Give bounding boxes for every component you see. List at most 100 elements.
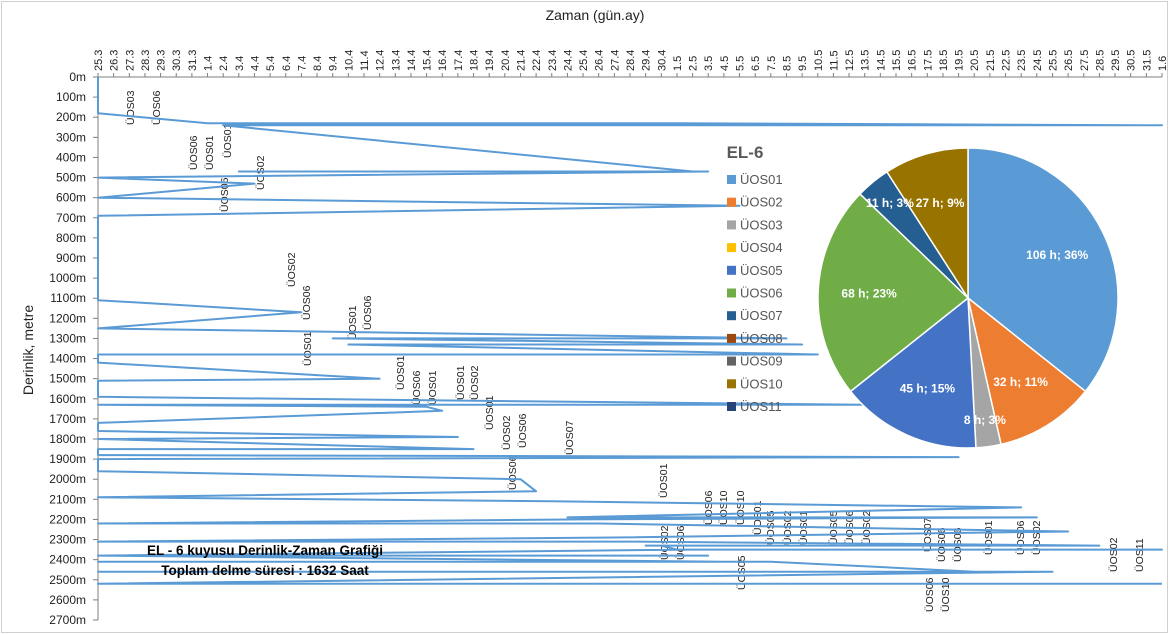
legend-label: ÜOS05 (740, 263, 783, 278)
legend-swatch (727, 220, 736, 230)
y-tick-label: 1500m (49, 372, 86, 386)
x-tick-label: 25.3 (93, 50, 105, 71)
stage-annotation: ÜOS02 (1108, 537, 1120, 572)
stage-annotation: ÜOS03 (125, 90, 137, 125)
y-tick-label: 1900m (49, 452, 86, 466)
x-tick-label: 7.5 (766, 56, 778, 71)
pie-data-label: 106 h; 36% (1026, 248, 1088, 262)
x-tick-label: 4.4 (249, 56, 261, 71)
legend-label: ÜOS08 (740, 331, 783, 346)
y-tick-label: 2200m (49, 512, 86, 526)
legend-swatch (727, 379, 736, 389)
depth-line (97, 77, 1163, 585)
legend-label: ÜOS11 (740, 399, 782, 414)
y-tick-label: 1300m (49, 331, 86, 345)
x-tick-label: 17.5 (922, 50, 934, 71)
y-tick-label: 1400m (49, 352, 86, 366)
x-tick-label: 24.4 (562, 50, 574, 71)
x-tick-label: 26.4 (594, 50, 606, 71)
legend-label: ÜOS04 (740, 240, 783, 255)
y-tick-label: 2600m (49, 593, 86, 607)
x-tick-label: 3.5 (703, 56, 715, 71)
y-tick-label: 2500m (49, 573, 86, 587)
pie-slice (849, 296, 977, 449)
x-tick-label: 31.5 (1141, 50, 1153, 71)
pie-data-label: 45 h; 15% (900, 381, 956, 395)
stage-annotation: ÜOS02 (255, 155, 267, 190)
x-tick-label: 28.3 (140, 50, 152, 71)
x-tick-label: 8.5 (781, 56, 793, 71)
stage-annotation: ÜOS06 (924, 577, 936, 612)
stage-annotation: ÜOS06 (411, 370, 423, 405)
stage-annotation: ÜOS06 (301, 285, 313, 320)
pie-data-label: 27 h; 9% (916, 196, 965, 210)
stage-annotation: ÜOS10 (718, 490, 730, 525)
stage-annotation: ÜOS06 (362, 295, 374, 330)
legend-swatch (727, 175, 736, 184)
x-tick-label: 16.5 (907, 50, 919, 71)
x-tick-label: 19.5 (954, 50, 966, 71)
pie-data-label: 68 h; 23% (841, 286, 897, 300)
stage-annotation: ÜOS06 (703, 490, 715, 525)
y-tick-label: 1200m (49, 311, 86, 325)
pie-slice (967, 147, 1119, 393)
legend-label: ÜOS06 (740, 286, 783, 301)
x-tick-label: 22.4 (531, 50, 543, 71)
x-tick-label: 21.5 (985, 50, 997, 71)
y-tick-label: 2700m (49, 613, 86, 627)
y-tick-label: 500m (56, 171, 86, 185)
stage-annotation: ÜOS10 (940, 577, 952, 612)
pie-legend: ÜOS01 ÜOS02 ÜOS03 ÜOS04 ÜOS05 ÜOS06 ÜOS07 ÜOS08… (727, 172, 783, 414)
x-tick-label: 15.5 (891, 50, 903, 71)
x-tick-label: 3.4 (234, 56, 246, 71)
x-tick-label: 6.5 (750, 56, 762, 71)
stage-annotation: ÜOS07 (564, 420, 576, 455)
x-tick-label: 29.4 (641, 50, 653, 71)
stage-annotation: ÜOS02 (501, 415, 513, 450)
x-tick-label: 13.5 (860, 50, 872, 71)
y-tick-label: 700m (56, 211, 86, 225)
y-tick-label: 2100m (49, 492, 86, 506)
x-tick-label: 26.3 (109, 50, 121, 71)
legend-swatch (727, 356, 736, 366)
chart-title: EL - 6 kuyusu Derinlik-Zaman Grafiği (147, 543, 383, 558)
legend-label: ÜOS07 (740, 308, 783, 323)
x-tick-label: 27.3 (124, 50, 136, 71)
x-tick-label: 17.4 (453, 50, 465, 71)
stage-annotation: ÜOS01 (204, 135, 216, 170)
x-tick-label: 14.4 (406, 50, 418, 71)
x-tick-label: 2.4 (218, 56, 230, 71)
y-tick-label: 400m (56, 150, 86, 164)
x-tick-label: 1.4 (203, 56, 215, 71)
x-tick-label: 27.5 (1079, 50, 1091, 71)
x-tick-label: 9.5 (797, 56, 809, 71)
x-tick-label: 1.6 (1157, 56, 1169, 71)
y-axis-title: Derinlik, metre (20, 305, 36, 395)
x-tick-label: 10.5 (813, 50, 825, 71)
y-tick-label: 2300m (49, 533, 86, 547)
x-tick-label: 11.4 (359, 50, 371, 71)
y-tick-label: 1800m (49, 432, 86, 446)
x-tick-label: 20.4 (500, 50, 512, 71)
legend-label: ÜOS02 (740, 195, 783, 210)
x-tick-label: 30.5 (1126, 50, 1138, 71)
x-tick-label: 18.4 (469, 50, 481, 71)
stage-annotation: ÜOS06 (188, 135, 200, 170)
x-tick-label: 30.4 (656, 50, 668, 71)
y-tick-label: 1700m (49, 412, 86, 426)
x-tick-label: 13.4 (390, 50, 402, 71)
chart-subtitle: Toplam delme süresi : 1632 Saat (161, 563, 369, 578)
pie-data-label: 11 h; 3% (866, 196, 914, 210)
pie-title: EL-6 (727, 143, 764, 162)
pie-data-labels: 106 h; 36% 32 h; 11% 8 h; 3% 45 h; 15% 68 h;… (841, 196, 1088, 427)
y-tick-label: 2400m (49, 553, 86, 567)
x-tick-label: 7.4 (296, 56, 308, 71)
stage-annotation: ÜOS02 (469, 365, 481, 400)
x-tick-label: 9.4 (328, 56, 340, 71)
x-tick-label: 2.5 (688, 56, 700, 71)
y-tick-label: 600m (56, 191, 86, 205)
x-tick-label: 4.5 (719, 56, 731, 71)
stage-annotation: ÜOS01 (302, 331, 314, 366)
x-tick-label: 26.5 (1063, 50, 1075, 71)
